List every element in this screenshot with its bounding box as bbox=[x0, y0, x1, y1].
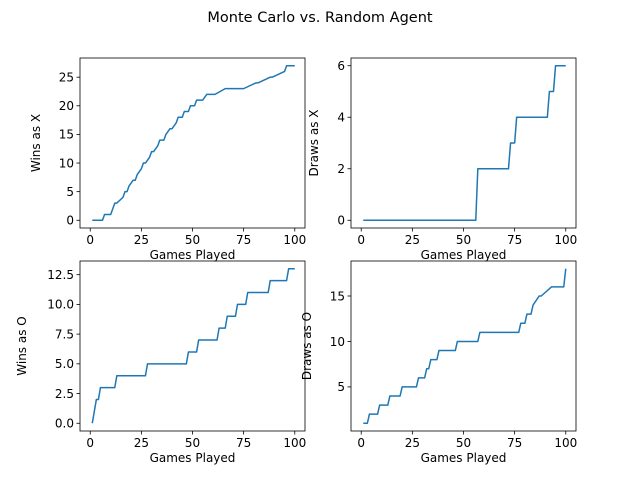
x-tick-label: 0 bbox=[357, 436, 365, 450]
y-tick-label: 5.0 bbox=[55, 357, 74, 371]
y-tick-label: 0 bbox=[66, 214, 74, 228]
y-tick-label: 6 bbox=[337, 59, 345, 73]
x-tick-label: 50 bbox=[456, 233, 471, 247]
x-tick-label: 50 bbox=[185, 233, 200, 247]
x-tick-label: 25 bbox=[134, 436, 149, 450]
series-line-1 bbox=[92, 64, 295, 222]
x-tick-label: 50 bbox=[185, 436, 200, 450]
y-tick-label: 10 bbox=[59, 156, 74, 170]
y-tick-label: 4 bbox=[337, 111, 345, 125]
x-tick-label: 75 bbox=[507, 233, 522, 247]
subplot-4: 0 25 50 75 100 5 10 15 Games Played Draws as O bbox=[300, 260, 577, 465]
x-axis-label: Games Played bbox=[150, 248, 236, 262]
x-tick-label: 75 bbox=[507, 436, 522, 450]
x-tick-label: 0 bbox=[86, 436, 94, 450]
series-line-1 bbox=[363, 64, 566, 222]
x-tick-label: 75 bbox=[236, 233, 251, 247]
figure-title: Monte Carlo vs. Random Agent bbox=[207, 10, 432, 26]
y-tick-label: 0.0 bbox=[55, 417, 74, 431]
x-axis-label: Games Played bbox=[421, 248, 507, 262]
x-tick-label: 100 bbox=[554, 233, 577, 247]
y-axis-label: Wins as O bbox=[15, 316, 29, 375]
y-axis-label: Wins as X bbox=[29, 114, 43, 172]
y-tick-label: 25 bbox=[59, 70, 74, 84]
subplot-2: 0 25 50 75 100 0 2 4 6 Games Played Draws as X bbox=[307, 57, 577, 262]
y-tick-label: 15 bbox=[59, 128, 74, 142]
x-tick-label: 75 bbox=[236, 436, 251, 450]
y-tick-label: 2.5 bbox=[55, 387, 74, 401]
x-tick-label: 100 bbox=[283, 233, 306, 247]
x-tick-label: 100 bbox=[283, 436, 306, 450]
y-tick-label: 20 bbox=[59, 99, 74, 113]
series-line-1 bbox=[91, 267, 295, 424]
x-tick-label: 50 bbox=[456, 436, 471, 450]
x-axis-label: Games Played bbox=[150, 451, 236, 465]
y-axis-label: Draws as X bbox=[307, 109, 321, 176]
y-tick-label: 10 bbox=[330, 335, 345, 349]
y-axis-label: Draws as O bbox=[300, 312, 314, 380]
y-tick-label: 15 bbox=[330, 289, 345, 303]
x-tick-label: 25 bbox=[405, 233, 420, 247]
x-tick-label: 0 bbox=[357, 233, 365, 247]
x-tick-label: 100 bbox=[554, 436, 577, 450]
x-axis-label: Games Played bbox=[421, 451, 507, 465]
x-tick-label: 0 bbox=[86, 233, 94, 247]
y-tick-label: 0 bbox=[337, 214, 345, 228]
y-tick-label: 10.0 bbox=[47, 298, 74, 312]
y-tick-label: 2 bbox=[337, 162, 345, 176]
subplot-3: 0 25 50 75 100 0.0 2.5 5.0 7.5 10.0 12.5 Games Play… bbox=[15, 260, 306, 465]
series-line-1 bbox=[363, 268, 567, 425]
x-tick-label: 25 bbox=[134, 233, 149, 247]
y-tick-label: 5 bbox=[66, 185, 74, 199]
y-tick-label: 7.5 bbox=[55, 327, 74, 341]
x-tick-label: 25 bbox=[405, 436, 420, 450]
y-tick-label: 5 bbox=[337, 380, 345, 394]
y-tick-label: 12.5 bbox=[47, 268, 74, 282]
